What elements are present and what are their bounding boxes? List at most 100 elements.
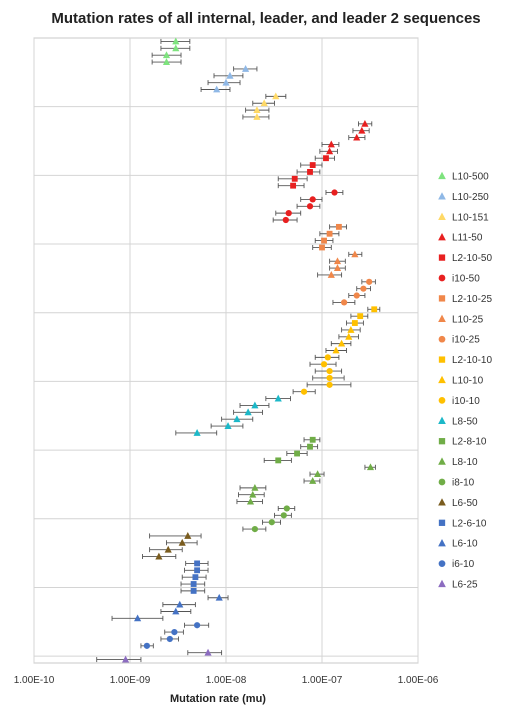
data-point bbox=[175, 429, 218, 436]
legend-entry: i10-50 bbox=[438, 274, 480, 285]
legend-marker bbox=[438, 457, 446, 465]
marker-i10-25 bbox=[366, 278, 373, 285]
data-point bbox=[236, 497, 263, 505]
marker-L6-50 bbox=[164, 545, 172, 553]
data-point bbox=[275, 210, 302, 217]
marker-L11-50 bbox=[327, 140, 335, 148]
data-point bbox=[358, 119, 373, 127]
marker-L8-50 bbox=[224, 422, 232, 429]
legend-label: i6-10 bbox=[452, 559, 475, 570]
legend-marker bbox=[438, 519, 446, 526]
data-point bbox=[210, 422, 244, 429]
legend-label: i10-25 bbox=[452, 335, 480, 346]
data-point bbox=[292, 388, 316, 395]
data-point bbox=[221, 415, 254, 423]
data-point bbox=[160, 44, 191, 52]
data-point bbox=[274, 512, 292, 519]
data-point bbox=[245, 106, 270, 114]
data-point bbox=[329, 264, 346, 272]
marker-i8-10 bbox=[283, 505, 290, 512]
data-point bbox=[314, 155, 335, 162]
legend-marker bbox=[438, 254, 446, 261]
legend-label: L2-10-50 bbox=[452, 253, 492, 264]
data-point bbox=[317, 271, 343, 278]
marker-i8-10 bbox=[251, 525, 259, 533]
marker-L8-50 bbox=[251, 401, 259, 409]
legend-label: i10-10 bbox=[452, 396, 480, 407]
data-point bbox=[309, 470, 325, 478]
data-point bbox=[180, 581, 206, 587]
data-point bbox=[348, 133, 366, 141]
legend-entry: L2-10-50 bbox=[438, 253, 492, 264]
marker-L6-50 bbox=[155, 552, 163, 560]
data-point bbox=[180, 587, 206, 594]
data-point bbox=[309, 361, 337, 368]
marker-L10-151 bbox=[272, 92, 280, 100]
legend-entry: L6-10 bbox=[438, 539, 478, 550]
marker-L2-10-25 bbox=[319, 244, 325, 251]
data-point bbox=[321, 140, 340, 148]
legend-marker bbox=[438, 478, 446, 486]
data-point bbox=[361, 278, 376, 285]
data-point bbox=[166, 538, 198, 546]
data-point bbox=[312, 244, 332, 251]
data-point bbox=[162, 600, 196, 608]
legend-marker bbox=[438, 579, 446, 588]
marker-i6-10 bbox=[143, 642, 151, 649]
legend-marker bbox=[438, 416, 446, 424]
legend-marker bbox=[438, 356, 446, 363]
data-point bbox=[185, 560, 209, 567]
marker-i10-10 bbox=[326, 367, 333, 375]
legend-entry: L10-500 bbox=[438, 172, 489, 183]
marker-L8-50 bbox=[244, 408, 252, 416]
marker-i6-10 bbox=[193, 622, 201, 629]
legend-label: L11-50 bbox=[452, 233, 483, 244]
marker-L10-500 bbox=[172, 44, 180, 52]
marker-L10-250 bbox=[226, 71, 234, 79]
marker-L6-10 bbox=[134, 614, 142, 622]
marker-i10-25 bbox=[341, 299, 348, 306]
legend-label: L6-10 bbox=[452, 539, 478, 550]
legend-label: L10-10 bbox=[452, 376, 484, 387]
legend-entry: i6-10 bbox=[438, 559, 475, 570]
data-point bbox=[352, 126, 370, 134]
marker-i10-25 bbox=[360, 285, 367, 292]
marker-L11-50 bbox=[361, 119, 369, 127]
marker-L2-10-50 bbox=[290, 182, 297, 189]
marker-L10-25 bbox=[351, 250, 359, 258]
marker-L2-10-25 bbox=[335, 223, 342, 230]
x-tick-label: 1.00E-08 bbox=[206, 675, 247, 686]
data-point bbox=[242, 113, 270, 120]
x-tick-labels: 1.00E-10 1.00E-09 1.00E-08 1.00E-07 1.00E-06 bbox=[14, 675, 439, 686]
marker-L6-25 bbox=[122, 655, 130, 663]
data-point bbox=[213, 71, 244, 79]
legend-marker bbox=[438, 397, 446, 404]
data-point bbox=[160, 635, 179, 643]
legend-label: L10-25 bbox=[452, 314, 484, 325]
legend-marker bbox=[438, 212, 446, 220]
legend-label: L6-50 bbox=[452, 498, 478, 509]
legend-label: L10-250 bbox=[452, 192, 489, 203]
data-point bbox=[160, 37, 191, 45]
legend-label: L8-50 bbox=[452, 416, 478, 427]
marker-L10-151 bbox=[253, 113, 261, 120]
marker-L10-250 bbox=[242, 65, 250, 72]
marker-L10-25 bbox=[333, 264, 342, 272]
data-point bbox=[142, 552, 177, 560]
legend-entry: L6-50 bbox=[438, 498, 478, 509]
data-point bbox=[238, 490, 265, 498]
data-point bbox=[252, 99, 275, 107]
data-point bbox=[330, 339, 352, 347]
legend: L10-500 L10-250 L10-151 L11-50 L2-10-50 i10-5… bbox=[438, 172, 492, 591]
legend-entry: i10-25 bbox=[438, 335, 480, 346]
legend-marker bbox=[438, 498, 446, 506]
marker-L10-500 bbox=[172, 37, 180, 45]
x-tick-label: 1.00E-07 bbox=[302, 675, 343, 686]
marker-L2-10-50 bbox=[291, 175, 298, 182]
data-point bbox=[277, 182, 305, 189]
marker-L10-25 bbox=[333, 257, 342, 265]
data-point bbox=[329, 223, 347, 230]
legend-entry: L10-25 bbox=[438, 314, 484, 325]
marker-i10-50 bbox=[282, 216, 289, 224]
data-point bbox=[350, 313, 369, 320]
